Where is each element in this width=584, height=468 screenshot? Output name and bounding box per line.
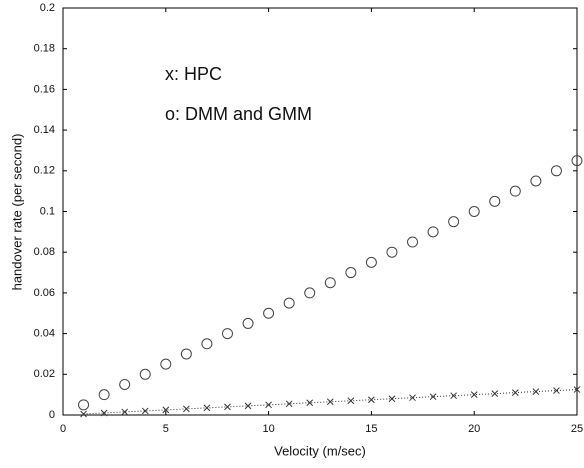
circle-marker [263, 307, 275, 319]
circle-marker [530, 175, 542, 187]
x-tick-label: 25 [571, 423, 583, 435]
circle-marker [365, 256, 377, 268]
circle-marker [78, 399, 90, 411]
y-tick-label: 0.14 [34, 124, 55, 136]
circle-marker [98, 389, 110, 401]
circle-marker [448, 216, 460, 228]
cross-marker [326, 398, 334, 406]
cross-marker [100, 409, 108, 417]
cross-marker [244, 402, 252, 410]
y-tick-label: 0.02 [34, 368, 55, 380]
cross-marker [532, 388, 540, 395]
cross-marker [121, 408, 129, 416]
circle-marker [571, 155, 583, 167]
circle-marker [489, 195, 501, 207]
y-tick-label: 0.2 [40, 2, 55, 14]
y-tick-label: 0 [49, 409, 55, 421]
x-tick-label: 20 [468, 423, 480, 435]
circle-marker [427, 226, 439, 238]
circle-marker [242, 317, 254, 329]
annotation: x: HPC [165, 64, 222, 84]
circle-marker [201, 338, 213, 350]
circle-marker [468, 206, 480, 217]
circle-marker [509, 185, 521, 197]
cross-marker [450, 392, 457, 400]
x-tick-label: 5 [163, 423, 169, 435]
cross-marker [388, 395, 396, 403]
circle-marker [304, 287, 316, 299]
x-tick-label: 10 [262, 423, 274, 435]
cross-marker [183, 405, 190, 413]
cross-marker [553, 387, 560, 394]
circle-marker [119, 378, 131, 390]
y-tick-label: 0.12 [34, 165, 55, 177]
circle-marker [324, 277, 336, 289]
cross-marker [141, 407, 149, 415]
circle-marker [345, 267, 357, 279]
cross-marker [511, 389, 519, 396]
cross-marker [368, 396, 375, 404]
cross-marker [409, 394, 416, 402]
cross-marker [285, 400, 293, 408]
cross-marker [306, 399, 314, 407]
x-tick-label: 15 [365, 423, 377, 435]
y-axis-label: handover rate (per second) [9, 134, 24, 291]
cross-marker [162, 406, 170, 414]
circle-marker [550, 165, 562, 177]
plot-frame [62, 7, 578, 416]
circle-marker [160, 358, 172, 370]
cross-marker [265, 401, 272, 409]
y-tick-label: 0.18 [34, 43, 55, 55]
y-tick-label: 0.16 [34, 83, 55, 95]
cross-marker [80, 410, 87, 418]
cross-marker [429, 393, 437, 401]
cross-marker [491, 390, 499, 397]
circle-marker [386, 246, 398, 258]
y-tick-label: 0.06 [34, 287, 55, 299]
cross-marker [573, 386, 581, 393]
circle-marker [180, 348, 192, 360]
cross-marker [347, 397, 355, 405]
circle-marker [221, 328, 233, 340]
annotation: o: DMM and GMM [165, 104, 312, 124]
y-tick-label: 0.1 [40, 205, 55, 217]
y-tick-label: 0.04 [34, 328, 55, 340]
x-tick-label: 0 [60, 423, 66, 435]
cross-marker [203, 404, 211, 412]
circle-marker [283, 297, 295, 309]
circle-marker [407, 236, 419, 248]
cross-marker [470, 391, 478, 399]
circle-marker [139, 368, 151, 380]
y-tick-label: 0.08 [34, 246, 55, 258]
x-axis-label: Velocity (m/sec) [274, 443, 366, 458]
cross-marker [224, 403, 231, 411]
